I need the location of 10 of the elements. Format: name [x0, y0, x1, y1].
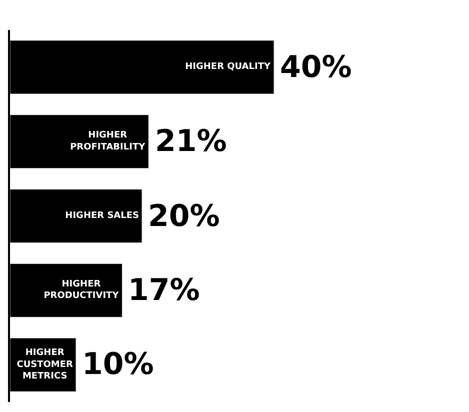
data-label: 10% [82, 347, 154, 382]
data-label: 21% [155, 124, 227, 159]
data-label: 17% [128, 273, 200, 308]
y-tick-label: HIGHER QUALITY [185, 62, 271, 72]
y-tick-label: HIGHER PROFITABILITY [70, 130, 146, 152]
y-tick-label: HIGHER PRODUCTIVITY [44, 280, 120, 302]
y-tick-label: HIGHER SALES [65, 211, 139, 221]
y-tick-label: HIGHER CUSTOMER METRICS [16, 348, 73, 382]
data-label: 40% [280, 50, 352, 85]
data-label: 20% [148, 199, 220, 234]
